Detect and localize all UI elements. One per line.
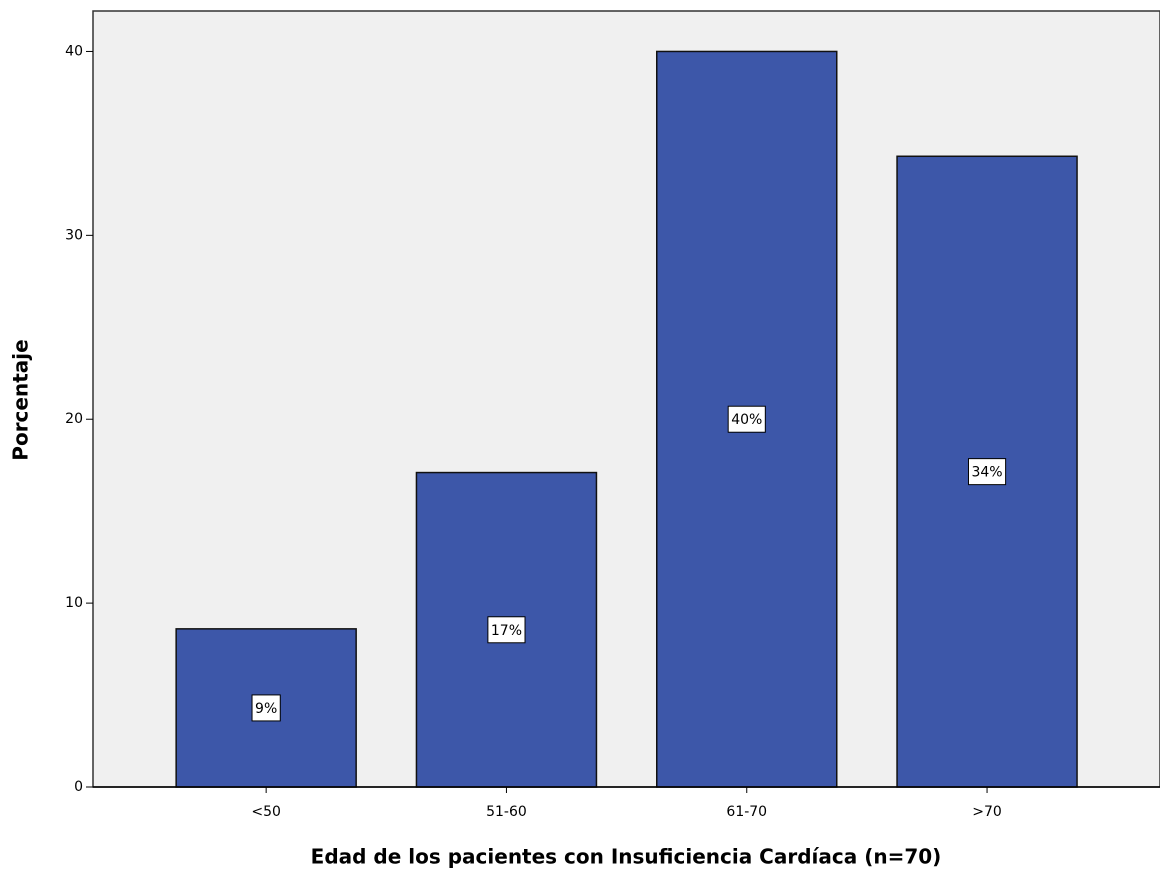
y-axis-title: Porcentaje <box>9 339 33 460</box>
data-label-box <box>487 616 526 644</box>
data-label: 17% <box>491 623 522 639</box>
x-tick-label: <50 <box>251 804 281 820</box>
x-tick-label: >70 <box>972 804 1002 820</box>
y-tick-label: 40 <box>65 43 83 59</box>
y-tick-label: 0 <box>74 779 83 795</box>
data-label-box <box>251 694 281 722</box>
data-label: 9% <box>255 701 277 717</box>
x-tick-label: 61-70 <box>726 804 767 820</box>
data-label: 40% <box>731 412 762 428</box>
data-label-box <box>727 405 766 433</box>
data-label: 34% <box>971 465 1002 481</box>
data-label-box <box>967 458 1007 486</box>
x-tick-label: 51-60 <box>486 804 527 820</box>
y-tick-label: 20 <box>65 411 83 427</box>
y-tick-label: 30 <box>65 227 83 243</box>
x-axis-title: Edad de los pacientes con Insuficiencia … <box>311 845 942 869</box>
y-tick-label: 10 <box>65 595 83 611</box>
